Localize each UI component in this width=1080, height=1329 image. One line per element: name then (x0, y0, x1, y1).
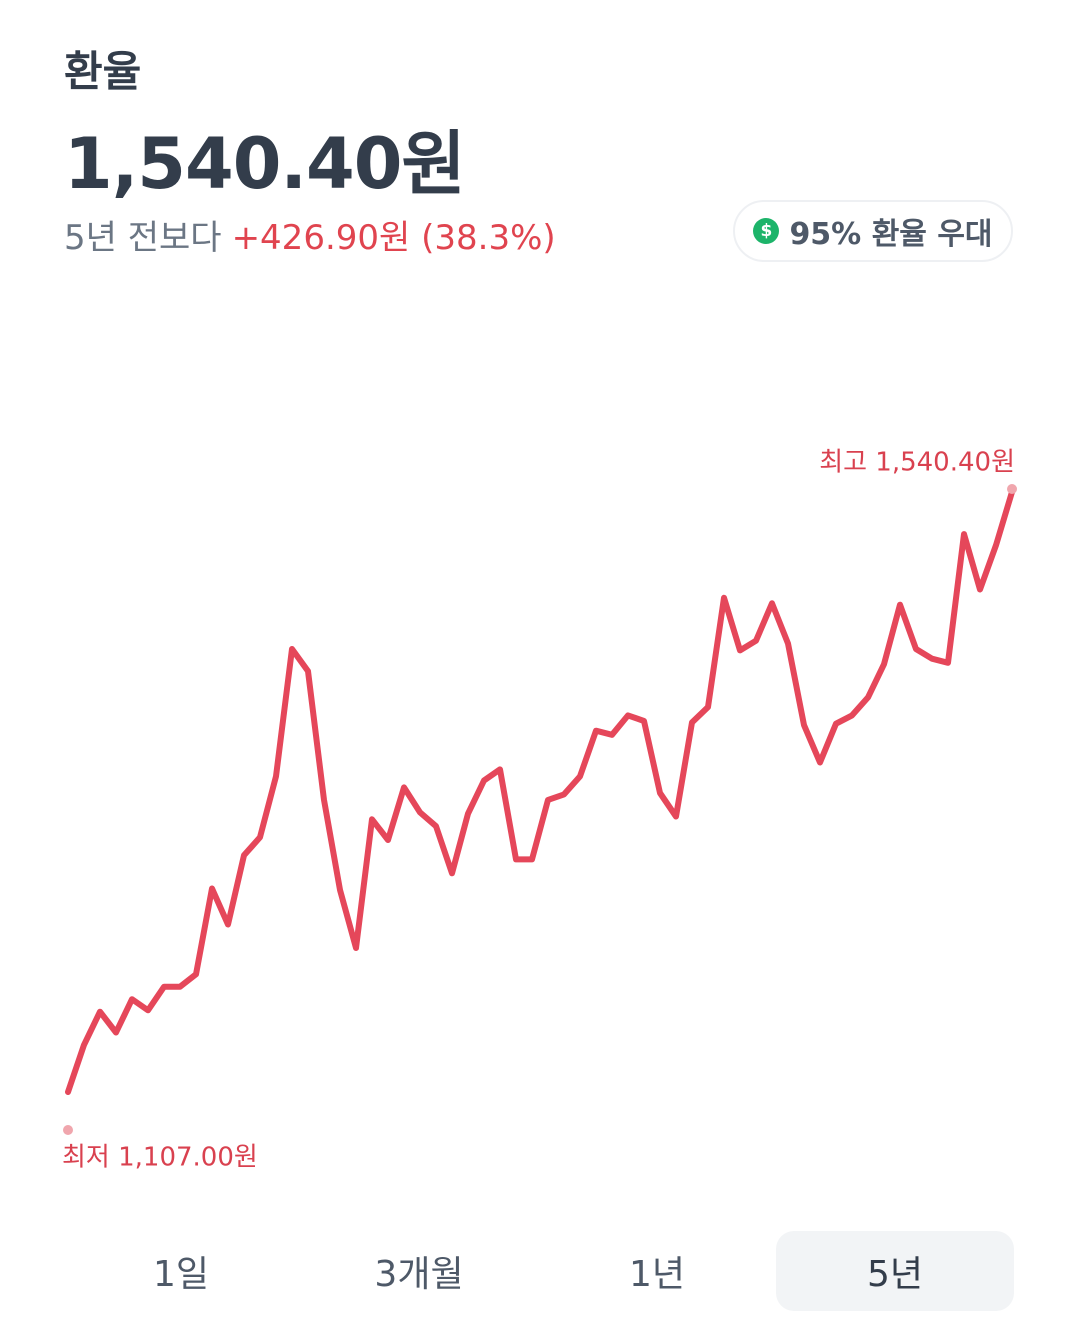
badge[interactable]: $95% 환율 우대 (733, 200, 1013, 262)
price: 1,540.40원 (64, 123, 466, 205)
change-period: 5년 전보다 (64, 218, 222, 258)
min-dot (63, 1125, 73, 1135)
period-tab[interactable]: 5년 (776, 1231, 1014, 1311)
chart: 최고 1,540.40원 최저 1,107.00원 (62, 448, 1017, 1173)
change-value: +426.90원 (38.3%) (231, 218, 556, 258)
min-label: 최저 1,107.00원 (62, 1143, 258, 1173)
page-title: 환율 (64, 47, 142, 96)
change-row: 5년 전보다 +426.90원 (38.3%) (64, 210, 556, 259)
rate-line (65, 489, 1015, 1095)
period-tab[interactable]: 3개월 (374, 1254, 464, 1295)
badge-label: 95% 환율 우대 (789, 217, 993, 252)
period-tab[interactable]: 1일 (152, 1254, 210, 1295)
period-tab[interactable]: 1년 (628, 1254, 686, 1295)
badge-icon: $ (753, 218, 780, 244)
max-label: 최고 1,540.40원 (819, 448, 1015, 478)
max-dot (1007, 484, 1017, 494)
